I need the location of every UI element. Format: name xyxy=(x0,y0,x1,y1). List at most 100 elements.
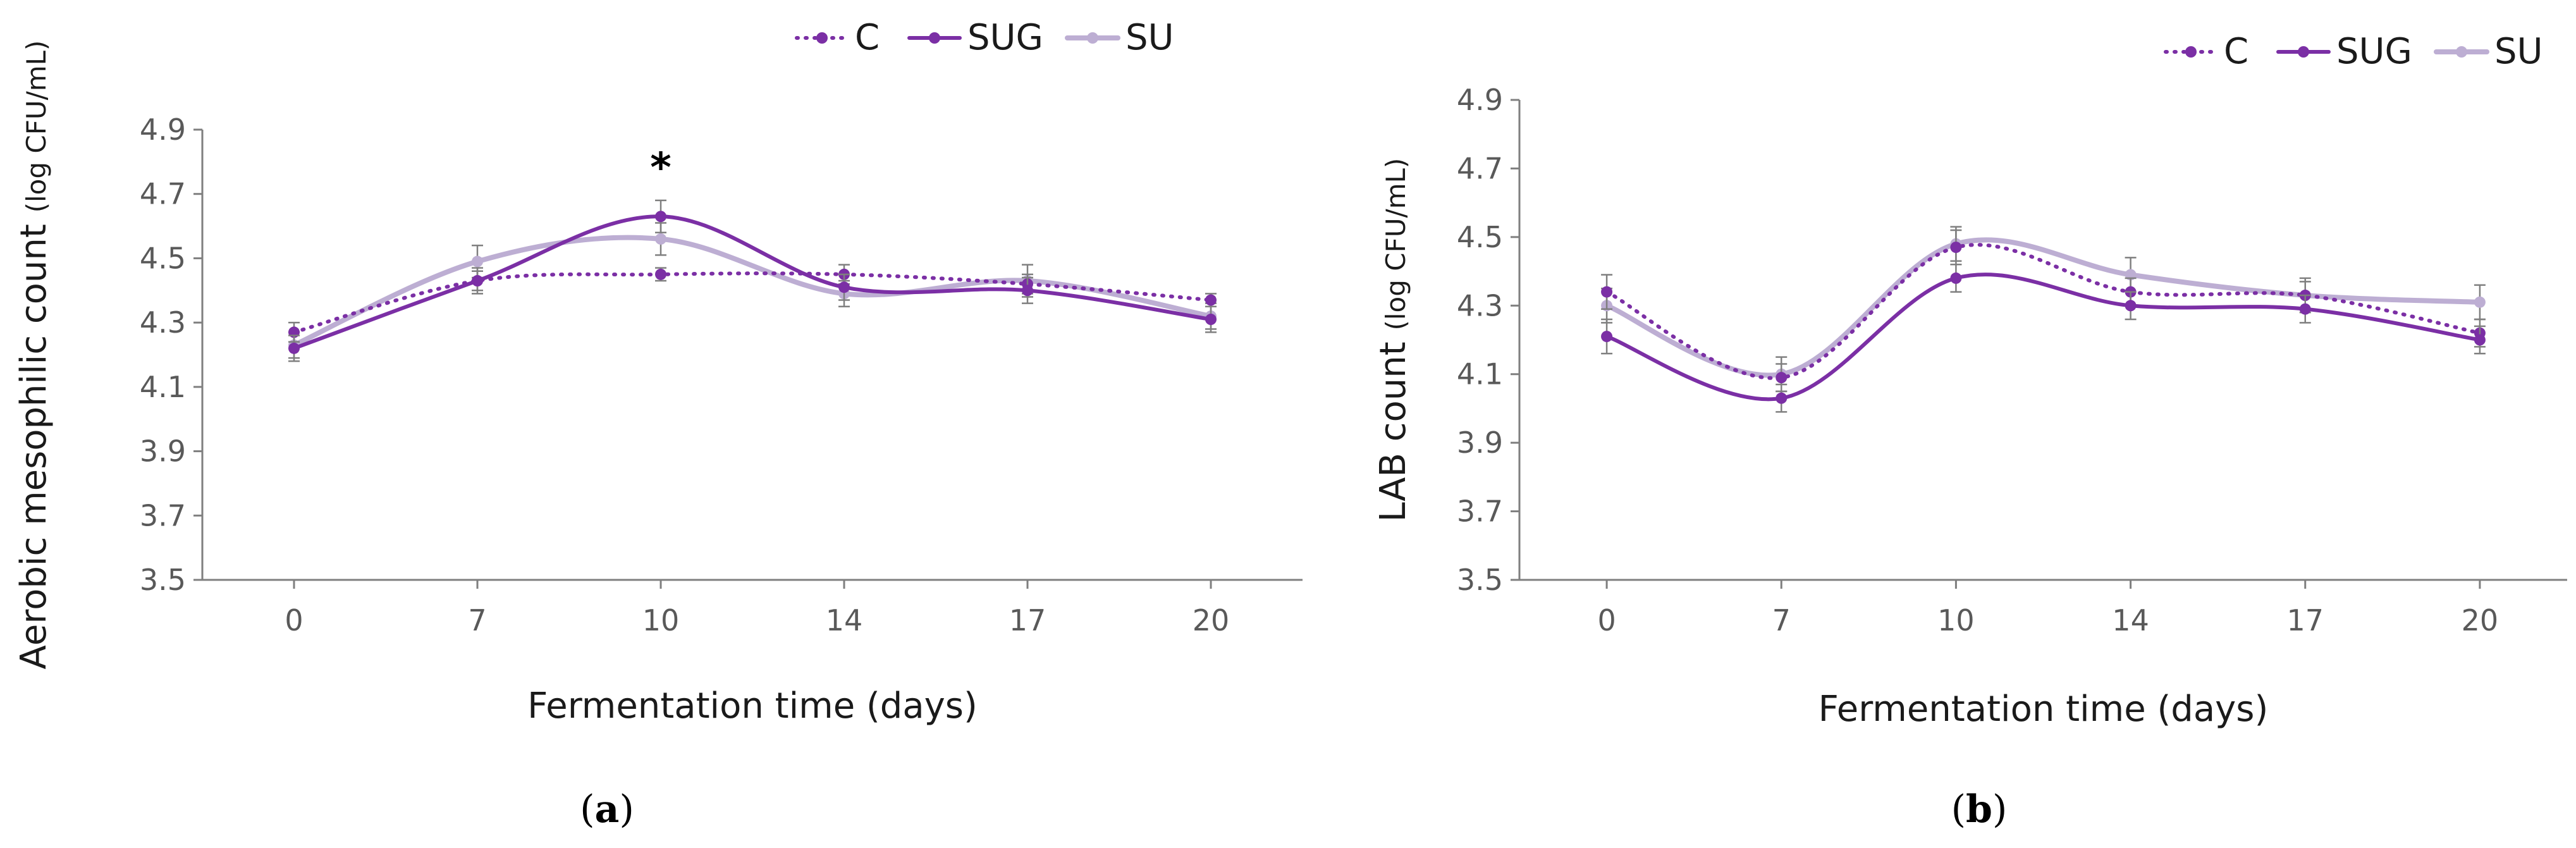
legend-marker-c xyxy=(2185,46,2197,58)
x-tick-label: 7 xyxy=(468,603,486,637)
data-point-c xyxy=(1205,294,1217,306)
y-tick-label: 4.9 xyxy=(1457,83,1503,117)
panel-label-open: ( xyxy=(580,787,594,832)
legend-item-c: C xyxy=(795,17,880,58)
data-point-sug xyxy=(2474,334,2486,346)
series-line-su xyxy=(1604,237,2482,378)
y-tick-label: 4.7 xyxy=(1457,151,1503,185)
data-point-c xyxy=(1776,372,1788,384)
series-su xyxy=(288,222,1217,359)
legend: C SUG SU xyxy=(2164,31,2543,72)
panel-label-letter: b xyxy=(1966,787,1992,832)
data-point-sug xyxy=(472,275,483,287)
x-axis-title: Fermentation time (days) xyxy=(527,685,978,727)
x-tick-label: 7 xyxy=(1772,603,1791,637)
legend-label-c: C xyxy=(855,17,880,58)
x-tick-label: 17 xyxy=(2286,603,2324,637)
x-axis-title: Fermentation time (days) xyxy=(1819,689,2269,730)
panel-label: (b) xyxy=(1951,787,2008,832)
y-tick-label: 3.9 xyxy=(140,434,186,469)
series-line-su xyxy=(291,235,1213,348)
y-axis-title: Aerobic mesophilic count (log CFU/mL) xyxy=(13,40,54,670)
panel-label-close: ) xyxy=(619,787,634,832)
y-tick-label: 3.5 xyxy=(140,563,186,597)
y-axis-title-unit: (log CFU/mL) xyxy=(21,40,52,213)
data-point-sug xyxy=(2125,300,2137,312)
data-point-sug xyxy=(288,342,300,354)
data-point-sug xyxy=(1950,272,1962,284)
series-line-sug xyxy=(1605,273,2482,402)
y-tick-label: 4.1 xyxy=(140,370,186,404)
data-point-sug xyxy=(1776,392,1788,404)
legend-marker-sug xyxy=(2298,46,2309,58)
series-line-c xyxy=(292,271,1213,335)
y-axis-title-unit: (log CFU/mL) xyxy=(1380,158,1411,331)
y-tick-label: 3.9 xyxy=(1457,426,1503,460)
x-tick-label: 0 xyxy=(1597,603,1616,637)
legend-label-su: SU xyxy=(2494,31,2543,72)
legend-item-sug: SUG xyxy=(907,17,1043,58)
significance-marker: * xyxy=(650,145,671,192)
y-axis-title: LAB count (log CFU/mL) xyxy=(1373,158,1414,522)
legend-marker-sug xyxy=(929,32,940,44)
series-sug xyxy=(1601,263,2486,413)
data-point-su xyxy=(655,233,666,245)
data-point-c xyxy=(1950,242,1962,254)
data-point-su xyxy=(472,255,483,267)
x-tick-label: 10 xyxy=(642,603,680,637)
legend-marker-c xyxy=(816,32,828,44)
legend-item-c: C xyxy=(2164,31,2248,72)
data-point-c xyxy=(1601,286,1613,298)
panel-label-letter: a xyxy=(595,787,620,832)
panel-label: (a) xyxy=(580,787,634,832)
y-tick-label: 3.7 xyxy=(1457,495,1503,529)
y-tick-label: 4.3 xyxy=(140,305,186,340)
x-tick-label: 14 xyxy=(826,603,863,637)
series-sug xyxy=(288,199,1217,362)
chart-panel-b: 3.5 3.7 3.9 4.1 4.3 4.5 4.7 4.9 0 7 10 14 17 20 Fermen… xyxy=(1373,31,2567,832)
legend-item-su: SU xyxy=(2434,31,2543,72)
legend-marker-su xyxy=(2456,46,2467,58)
chart-panel-a: 3.5 3.7 3.9 4.1 4.3 4.5 4.7 4.9 0 7 10 14 17 20 Fermen… xyxy=(13,17,1303,832)
legend: C SUG SU xyxy=(795,17,1174,58)
legend-item-su: SU xyxy=(1065,17,1174,58)
legend-label-c: C xyxy=(2224,31,2248,72)
data-point-sug xyxy=(2299,303,2311,315)
data-point-sug xyxy=(1022,285,1033,297)
legend-label-sug: SUG xyxy=(2336,31,2412,72)
series-line-sug xyxy=(292,214,1213,350)
series-su xyxy=(1601,226,2486,393)
x-tick-label: 14 xyxy=(2112,603,2149,637)
data-point-su xyxy=(2474,296,2486,308)
panel-label-close: ) xyxy=(1992,787,2007,832)
y-axis-title-main: LAB count xyxy=(1373,341,1414,522)
x-tick-label: 20 xyxy=(1193,603,1230,637)
x-tick-label: 20 xyxy=(2462,603,2499,637)
legend-label-su: SU xyxy=(1125,17,1174,58)
data-point-c xyxy=(655,268,666,280)
data-point-sug xyxy=(1601,331,1613,343)
y-tick-label: 4.3 xyxy=(1457,288,1503,323)
y-tick-label: 4.1 xyxy=(1457,357,1503,391)
legend-marker-su xyxy=(1087,32,1098,44)
data-point-sug xyxy=(655,211,666,223)
y-axis-title-main: Aerobic mesophilic count xyxy=(13,224,54,669)
x-tick-label: 10 xyxy=(1937,603,1975,637)
y-tick-label: 3.5 xyxy=(1457,563,1503,597)
y-axis-title-space xyxy=(1373,331,1414,342)
legend-item-sug: SUG xyxy=(2276,31,2412,72)
legend-label-sug: SUG xyxy=(967,17,1043,58)
series-line-c xyxy=(1605,243,2482,380)
x-tick-label: 0 xyxy=(285,603,303,637)
x-tick-label: 17 xyxy=(1009,603,1046,637)
data-point-sug xyxy=(1205,314,1217,326)
y-tick-label: 4.5 xyxy=(1457,220,1503,254)
data-point-sug xyxy=(838,281,850,293)
panel-label-open: ( xyxy=(1951,787,1966,832)
y-axis-title-space xyxy=(13,212,54,224)
y-tick-label: 3.7 xyxy=(140,498,186,532)
series-c xyxy=(288,264,1217,343)
y-tick-label: 4.5 xyxy=(140,241,186,275)
y-tick-label: 4.7 xyxy=(140,177,186,211)
